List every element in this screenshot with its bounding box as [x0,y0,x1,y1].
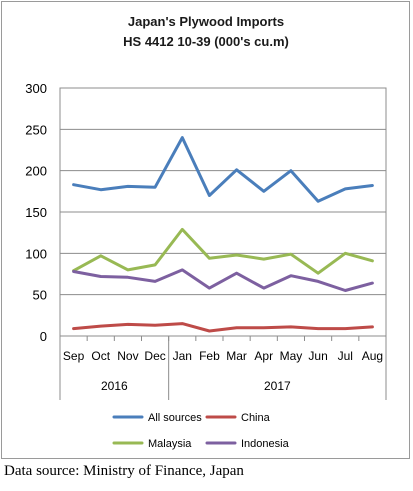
y-tick-label: 0 [40,329,47,344]
series-line-malaysia [72,227,374,275]
year-label: 2017 [264,379,291,393]
x-tick-label: May [280,349,303,363]
x-tick-label: Nov [117,349,138,363]
series-lines [72,136,374,333]
x-tick-label: Jan [173,349,192,363]
x-tick-label: Jul [338,349,353,363]
legend-label-all-sources: All sources [148,412,202,424]
x-tick-label: Feb [199,349,220,363]
y-tick-label: 50 [33,288,47,303]
data-source-note: Data source: Ministry of Finance, Japan [4,463,244,479]
grid-lines [59,87,387,337]
y-tick-label: 300 [25,81,47,96]
y-axis: 0 50 100 150 200 250 300 [25,81,47,344]
y-tick-label: 100 [25,246,47,261]
chart-title-line-1: Japan's Plywood Imports [128,14,284,29]
legend: All sources China Malaysia Indonesia [112,412,290,450]
legend-label-malaysia: Malaysia [148,438,192,450]
x-tick-label: Dec [144,349,165,363]
chart: Japan's Plywood Imports HS 4412 10-39 (0… [25,14,387,450]
x-tick-label: Apr [254,349,273,363]
chart-title-line-2: HS 4412 10-39 (000's cu.m) [123,34,289,49]
x-tick-label: Sep [63,349,85,363]
x-tick-label: Oct [91,349,110,363]
y-tick-label: 250 [25,122,47,137]
year-label: 2016 [101,379,128,393]
chart-frame: Japan's Plywood Imports HS 4412 10-39 (0… [1,1,410,459]
legend-label-china: China [241,412,271,424]
x-tick-label: Aug [362,349,383,363]
x-axis: Sep Oct Nov Dec Jan Feb Mar Apr May Jun Jul Aug 2016… [59,336,387,400]
y-tick-label: 200 [25,164,47,179]
series-line-indonesia [72,268,374,292]
x-tick-label: Mar [226,349,247,363]
y-tick-label: 150 [25,205,47,220]
series-line-all-sources [72,136,374,203]
legend-label-indonesia: Indonesia [241,438,290,450]
x-tick-label: Jun [308,349,327,363]
series-line-china [72,322,374,333]
